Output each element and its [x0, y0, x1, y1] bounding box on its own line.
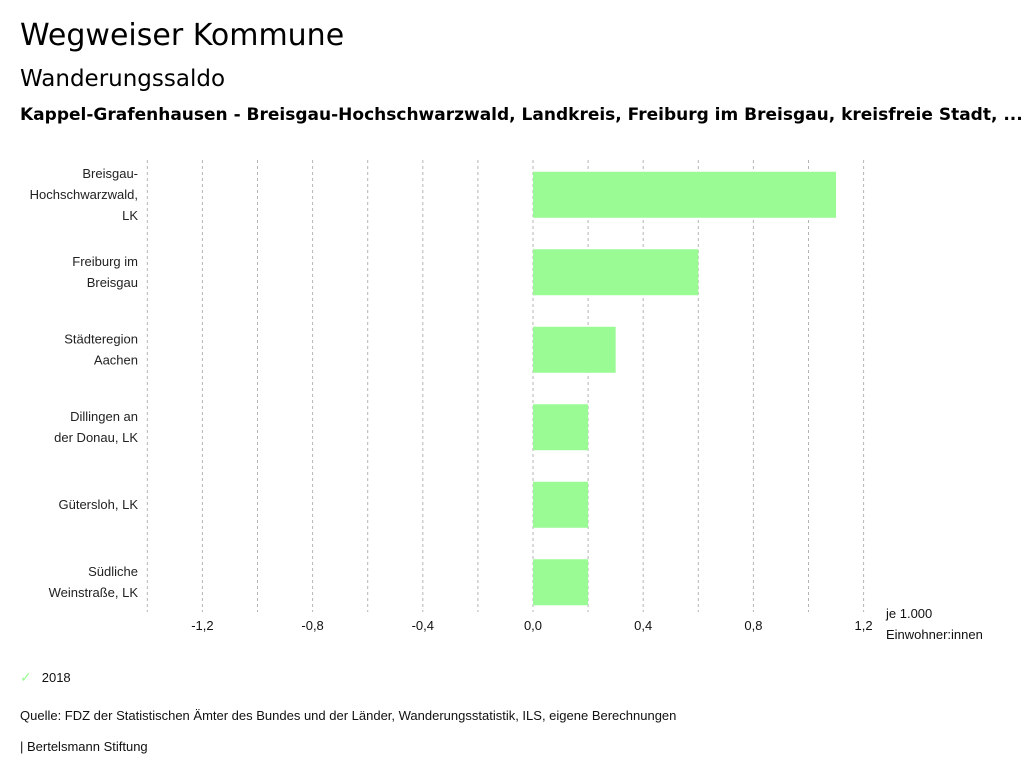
x-tick-label: 1,2 [855, 618, 873, 633]
x-tick-label: 0,8 [744, 618, 762, 633]
category-label: Breisgau-Hochschwarzwald, LK [30, 166, 139, 223]
bar[interactable] [533, 559, 589, 606]
brand-credit: | Bertelsmann Stiftung [20, 739, 148, 754]
category-label: Städteregion Aachen [64, 331, 138, 367]
x-tick-label: -0,4 [412, 618, 434, 633]
category-label: Südliche Weinstraße, LK [49, 564, 139, 600]
category-labels: Breisgau-Hochschwarzwald, LK Freiburg im Br… [30, 166, 139, 600]
legend[interactable]: ✓ 2018 [20, 669, 71, 686]
bar[interactable] [533, 326, 616, 373]
legend-label: 2018 [41, 670, 71, 685]
category-label: Dillingen an der Donau, LK [54, 409, 138, 445]
bar[interactable] [533, 249, 699, 296]
indicator-subtitle: Wanderungssaldo [20, 66, 226, 92]
category-label: Gütersloh, LK [59, 497, 139, 512]
bar[interactable] [533, 171, 837, 218]
x-axis-label: je 1.000 [885, 606, 932, 621]
bar-chart: Breisgau-Hochschwarzwald, LK Freiburg im Br… [30, 160, 983, 642]
x-tick-label: 0,0 [524, 618, 542, 633]
bar[interactable] [533, 404, 589, 451]
page-title: Wegweiser Kommune [20, 18, 345, 53]
check-icon[interactable]: ✓ [20, 669, 32, 685]
x-tick-labels: -1,2 -0,8 -0,4 0,0 0,4 0,8 1,2 [191, 618, 872, 633]
source-note: Quelle: FDZ der Statistischen Ämter des … [20, 708, 677, 723]
bars [533, 171, 837, 606]
x-axis-unit-label: je 1.000 Einwohner:innen [885, 606, 983, 642]
x-axis-label: Einwohner:innen [886, 627, 983, 642]
gridlines [146, 160, 865, 612]
bar[interactable] [533, 481, 589, 528]
region-list: Kappel-Grafenhausen - Breisgau-Hochschwa… [20, 105, 1023, 125]
category-label: Freiburg im Breisgau [72, 254, 138, 290]
x-tick-label: 0,4 [634, 618, 652, 633]
x-tick-label: -1,2 [191, 618, 213, 633]
x-tick-label: -0,8 [301, 618, 323, 633]
